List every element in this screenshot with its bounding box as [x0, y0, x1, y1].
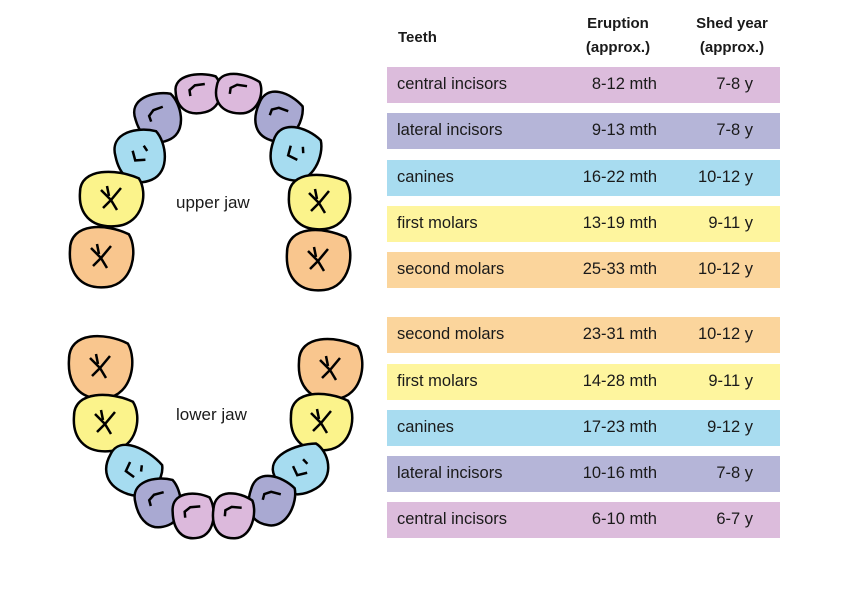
header-shed-title: Shed year	[696, 15, 768, 32]
second-molars-tooth	[68, 225, 135, 289]
shed-value: 7-8 y	[716, 75, 753, 93]
lower-table-row: second molars 23-31 mth 10-12 y	[387, 317, 780, 353]
second-molars-tooth	[297, 337, 364, 401]
shed-value: 7-8 y	[716, 121, 753, 139]
shed-value: 9-11 y	[708, 214, 753, 232]
groove-lines	[124, 461, 144, 479]
groove-lines	[100, 185, 122, 211]
canines-tooth	[113, 128, 166, 184]
first-molars-tooth	[78, 170, 145, 228]
upper-table-row: lateral incisors 9-13 mth 7-8 y	[387, 113, 780, 149]
groove-lines	[286, 145, 305, 161]
header-eruption-sub: (approx.)	[585, 39, 651, 56]
header-teeth: Teeth	[398, 29, 437, 46]
second-molars-tooth	[67, 334, 134, 400]
groove-lines	[131, 145, 149, 162]
eruption-value: 25-33 mth	[582, 260, 657, 278]
central-incisors-tooth	[171, 492, 215, 540]
lower-table-row: canines 17-23 mth 9-12 y	[387, 410, 780, 446]
first-molars-tooth	[287, 173, 352, 231]
eruption-value: 17-23 mth	[582, 418, 657, 436]
groove-lines	[90, 243, 112, 269]
tooth-name: central incisors	[397, 510, 508, 528]
groove-lines	[183, 505, 201, 518]
tooth-name: first molars	[397, 214, 478, 232]
header-eruption-title: Eruption	[587, 15, 649, 32]
lower-table-row: first molars 14-28 mth 9-11 y	[387, 364, 780, 400]
eruption-value: 16-22 mth	[582, 168, 657, 186]
groove-lines	[268, 106, 289, 116]
groove-lines	[310, 408, 332, 434]
groove-lines	[147, 490, 164, 507]
eruption-value: 10-16 mth	[582, 464, 657, 482]
lower-table-row: lateral incisors 10-16 mth 7-8 y	[387, 456, 780, 492]
eruption-value: 14-28 mth	[582, 372, 657, 390]
groove-lines	[223, 505, 242, 517]
eruption-value: 13-19 mth	[582, 214, 657, 232]
tooth-name: canines	[397, 168, 454, 186]
tooth-name: lateral incisors	[397, 121, 503, 139]
upper-table-row: canines 16-22 mth 10-12 y	[387, 160, 780, 196]
lower-table-row: central incisors 6-10 mth 6-7 y	[387, 502, 780, 538]
second-molars-tooth	[285, 228, 352, 292]
upper-table-row: second molars 25-33 mth 10-12 y	[387, 252, 780, 288]
groove-lines	[228, 83, 248, 95]
shed-value: 10-12 y	[697, 168, 753, 186]
tooth-name: canines	[397, 418, 454, 436]
header-shed-sub: (approx.)	[699, 39, 765, 56]
eruption-value: 8-12 mth	[591, 75, 657, 93]
central-incisors-tooth	[211, 492, 256, 540]
groove-lines	[188, 82, 205, 97]
shed-value: 7-8 y	[716, 464, 753, 482]
groove-lines	[291, 458, 309, 477]
header-eruption: Eruption (approx.)	[568, 12, 668, 60]
tooth-name: central incisors	[397, 75, 508, 93]
groove-lines	[94, 409, 116, 435]
shed-value: 10-12 y	[697, 325, 753, 343]
upper-jaw-label: upper jaw	[176, 193, 250, 212]
groove-lines	[147, 105, 164, 123]
lateral-incisors-tooth	[133, 477, 183, 529]
eruption-value: 23-31 mth	[582, 325, 657, 343]
shed-value: 6-7 y	[716, 510, 753, 528]
first-molars-tooth	[72, 393, 139, 453]
groove-lines	[308, 188, 330, 214]
tooth-name: second molars	[397, 260, 505, 278]
shed-value: 10-12 y	[697, 260, 753, 278]
tooth-name: lateral incisors	[397, 464, 503, 482]
lower-jaw-label: lower jaw	[176, 405, 247, 424]
first-molars-tooth	[289, 392, 354, 452]
groove-lines	[261, 490, 282, 501]
tooth-name: first molars	[397, 372, 478, 390]
shed-value: 9-11 y	[708, 372, 753, 390]
groove-lines	[89, 353, 111, 379]
tooth-name: second molars	[397, 325, 505, 343]
groove-lines	[307, 246, 329, 272]
upper-table-row: central incisors 8-12 mth 7-8 y	[387, 67, 780, 103]
header-shed: Shed year (approx.)	[677, 12, 787, 60]
eruption-value: 9-13 mth	[591, 121, 657, 139]
shed-value: 9-12 y	[707, 418, 753, 436]
upper-table-row: first molars 13-19 mth 9-11 y	[387, 206, 780, 242]
groove-lines	[319, 355, 341, 381]
canines-tooth	[269, 125, 323, 182]
eruption-value: 6-10 mth	[591, 510, 657, 528]
